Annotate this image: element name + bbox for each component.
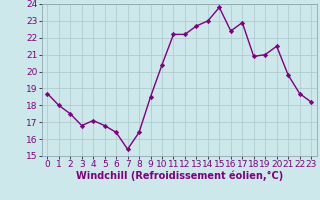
X-axis label: Windchill (Refroidissement éolien,°C): Windchill (Refroidissement éolien,°C)	[76, 171, 283, 181]
